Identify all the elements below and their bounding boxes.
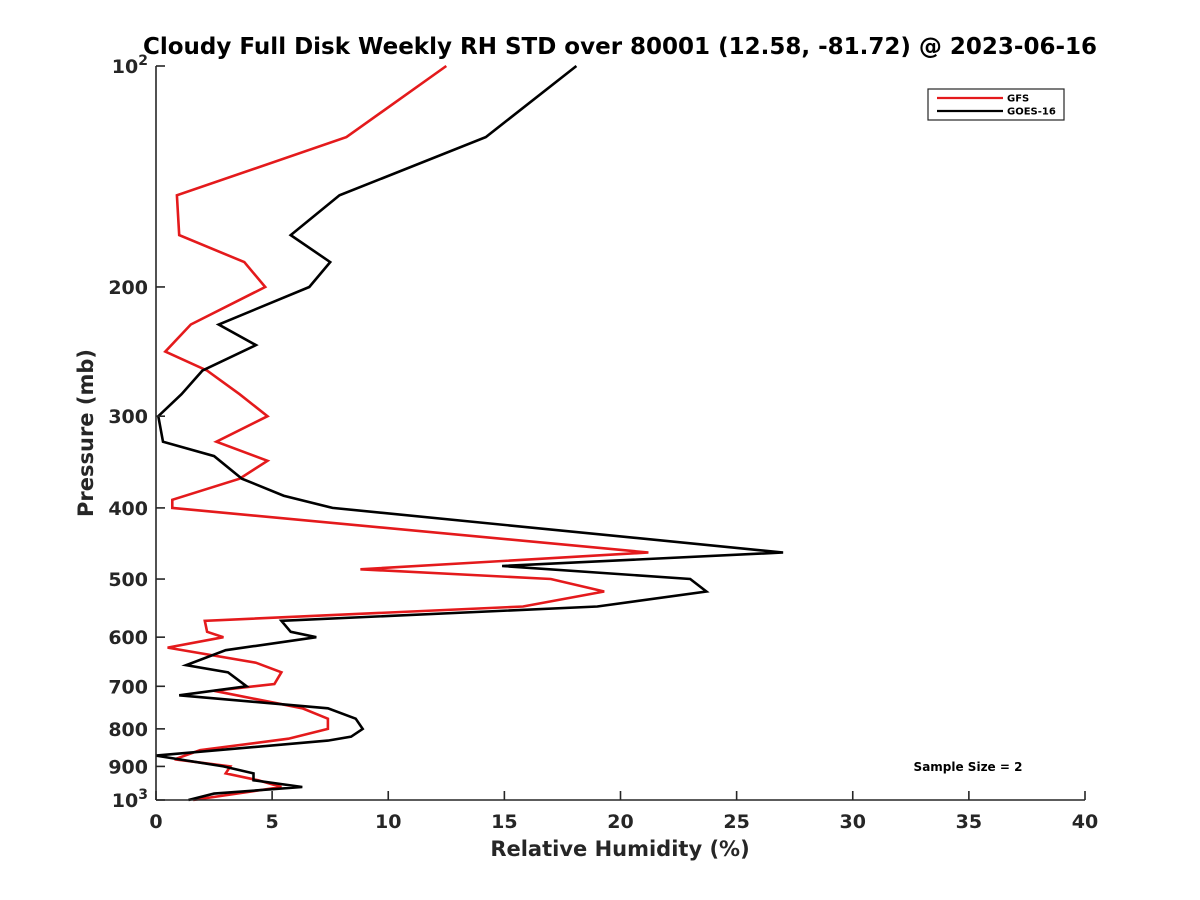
legend-box — [927, 88, 1065, 121]
legend-label-goes16: GOES-16 — [1007, 107, 1056, 118]
series-line-gfs — [163, 64, 649, 802]
x-tick-label: 10 — [375, 811, 401, 833]
y-tick-label: 900 — [108, 756, 148, 778]
x-tick-label: 5 — [266, 811, 279, 833]
x-tick-label: 0 — [149, 811, 162, 833]
y-tick-label: 700 — [108, 676, 148, 698]
y-axis-ticks: 102 200 300 400 500 600 700 800 900 103 — [108, 53, 165, 812]
y-tick-label: 102 — [112, 53, 148, 78]
x-tick-label: 40 — [1072, 811, 1098, 833]
y-tick-label: 400 — [108, 498, 148, 520]
chart-title: Cloudy Full Disk Weekly RH STD over 8000… — [143, 34, 1097, 60]
x-axis-label: Relative Humidity (%) — [490, 837, 749, 861]
plot-background — [156, 66, 1085, 800]
y-tick-label: 800 — [108, 719, 148, 741]
legend: GFS GOES-16 — [927, 88, 1065, 121]
x-axis-ticks: 0 5 10 15 20 25 30 35 40 — [149, 791, 1098, 833]
y-tick-label: 200 — [108, 277, 148, 299]
y-tick-label: 500 — [108, 569, 148, 591]
sample-size-annotation: Sample Size = 2 — [914, 760, 1023, 774]
series-layer — [155, 64, 784, 802]
y-tick-label: 103 — [112, 787, 148, 812]
x-tick-label: 25 — [723, 811, 749, 833]
y-tick-label: 300 — [108, 406, 148, 428]
x-tick-label: 30 — [840, 811, 866, 833]
x-tick-label: 15 — [491, 811, 517, 833]
series-line-goes-16 — [155, 64, 784, 802]
y-tick-label: 600 — [108, 627, 148, 649]
legend-label-gfs: GFS — [1007, 94, 1029, 105]
x-tick-label: 20 — [607, 811, 633, 833]
y-axis-label: Pressure (mb) — [74, 349, 98, 517]
x-tick-label: 35 — [956, 811, 982, 833]
plot-area: 0 5 10 15 20 25 30 35 40 102 200 300 400 500 600 700 80… — [108, 53, 1098, 833]
